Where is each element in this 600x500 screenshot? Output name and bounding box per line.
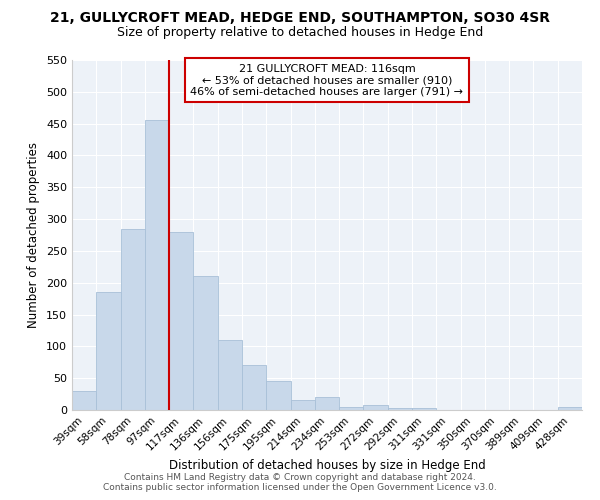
Text: Size of property relative to detached houses in Hedge End: Size of property relative to detached ho… — [117, 26, 483, 39]
Bar — [412, 408, 436, 410]
Bar — [121, 228, 145, 410]
X-axis label: Distribution of detached houses by size in Hedge End: Distribution of detached houses by size … — [169, 458, 485, 471]
Bar — [290, 400, 315, 410]
Bar — [218, 340, 242, 410]
Text: 21, GULLYCROFT MEAD, HEDGE END, SOUTHAMPTON, SO30 4SR: 21, GULLYCROFT MEAD, HEDGE END, SOUTHAMP… — [50, 11, 550, 25]
Bar — [364, 405, 388, 410]
Bar — [339, 407, 364, 410]
Bar — [388, 408, 412, 410]
Bar — [96, 292, 121, 410]
Bar — [242, 366, 266, 410]
Bar — [558, 407, 582, 410]
Y-axis label: Number of detached properties: Number of detached properties — [28, 142, 40, 328]
Bar — [169, 232, 193, 410]
Bar — [145, 120, 169, 410]
Text: Contains HM Land Registry data © Crown copyright and database right 2024.
Contai: Contains HM Land Registry data © Crown c… — [103, 473, 497, 492]
Bar — [72, 391, 96, 410]
Bar — [193, 276, 218, 410]
Bar — [315, 398, 339, 410]
Text: 21 GULLYCROFT MEAD: 116sqm
← 53% of detached houses are smaller (910)
46% of sem: 21 GULLYCROFT MEAD: 116sqm ← 53% of deta… — [191, 64, 464, 96]
Bar — [266, 382, 290, 410]
